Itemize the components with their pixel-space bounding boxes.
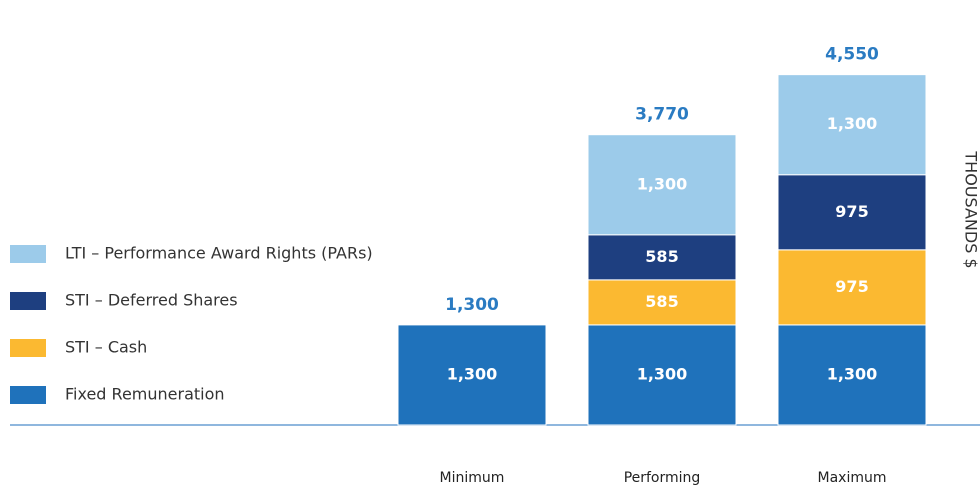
value-label: 1,300 [637,174,688,193]
bar-segment [587,324,737,426]
bar-segment [777,249,927,326]
value-label: 585 [645,247,678,266]
value-label: 975 [835,277,868,296]
legend-swatch [10,292,46,310]
total-label: 1,300 [445,295,499,315]
legend-label: STI – Deferred Shares [65,291,238,310]
value-label: 1,300 [447,364,498,383]
total-label: 4,550 [825,45,879,65]
x-tick-label: Performing [624,470,701,486]
bar-segment [587,134,737,236]
legend-label: STI – Cash [65,338,147,357]
value-label: 585 [645,292,678,311]
legend-label: Fixed Remuneration [65,385,225,404]
bar-segment [587,234,737,281]
legend-swatch [10,339,46,357]
legend-swatch [10,245,46,263]
value-label: 1,300 [827,114,878,133]
legend-label: LTI – Performance Award Rights (PARs) [65,244,373,263]
bar-segment [777,324,927,426]
bar-segment [777,74,927,176]
y-axis-label: THOUSANDS $ [962,150,980,268]
value-label: 975 [835,202,868,221]
total-label: 3,770 [635,105,689,125]
x-tick-label: Minimum [440,470,505,486]
value-label: 1,300 [637,364,688,383]
bar-segment [777,174,927,251]
value-label: 1,300 [827,364,878,383]
legend-swatch [10,386,46,404]
bar-segment [397,324,547,426]
x-tick-label: Maximum [818,470,887,486]
